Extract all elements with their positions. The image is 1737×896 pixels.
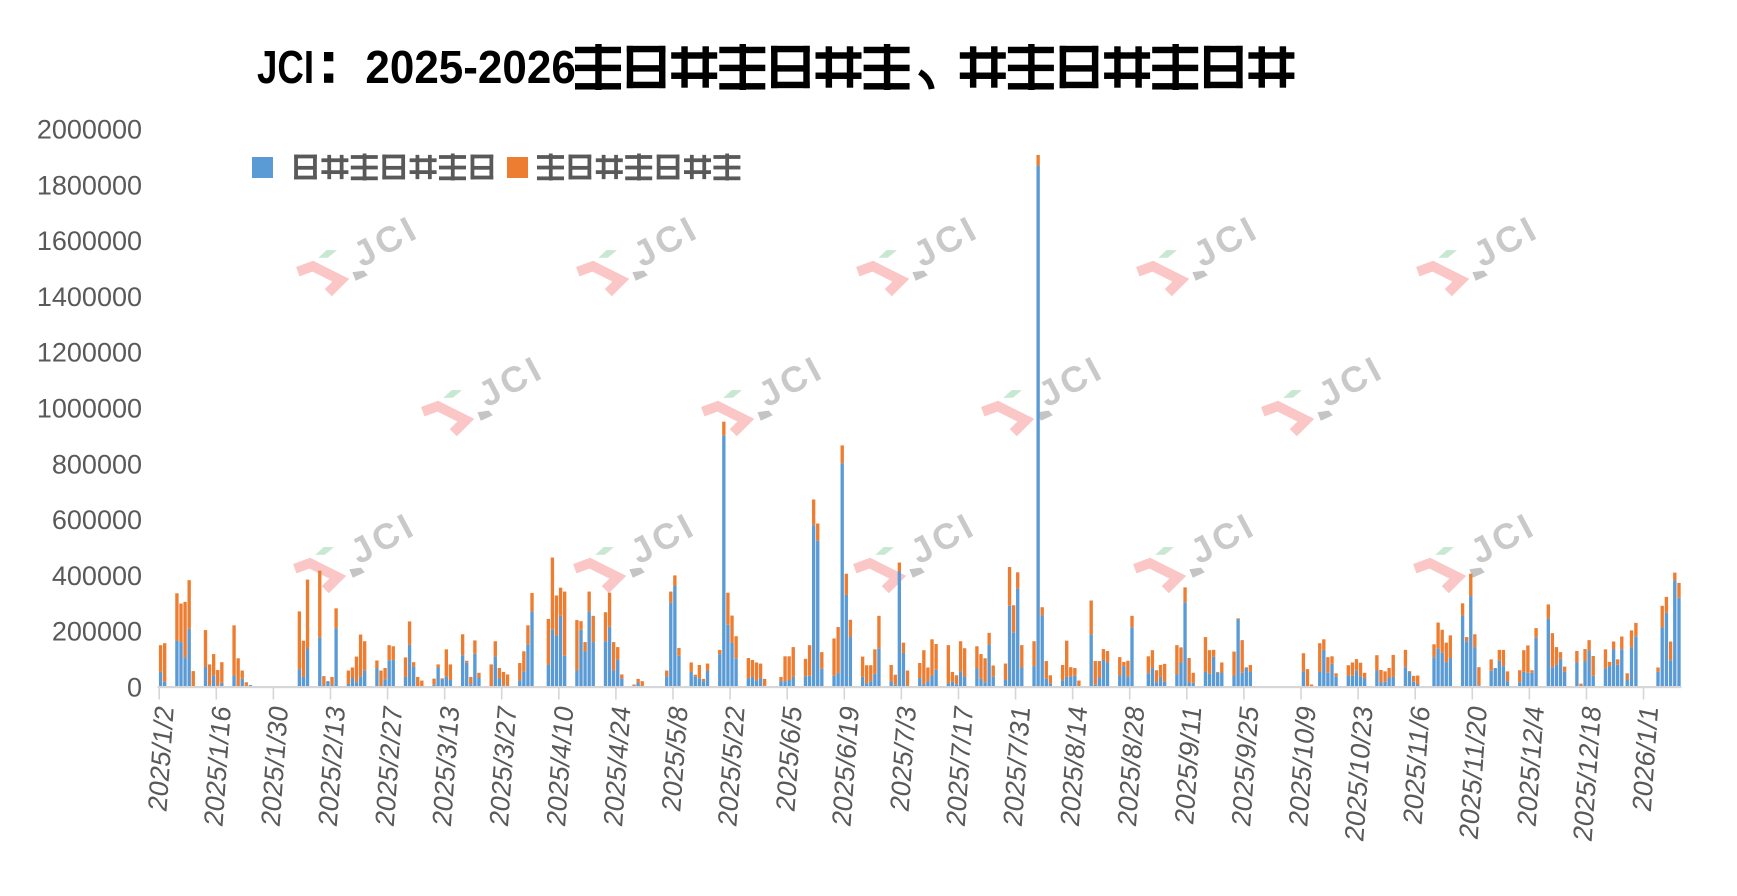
svg-text:0: 0 [127, 673, 142, 703]
svg-text:2025/1/2: 2025/1/2 [142, 703, 180, 814]
svg-text:2026/1/1: 2026/1/1 [1626, 703, 1664, 814]
svg-text:2025/6/5: 2025/6/5 [770, 703, 808, 814]
svg-text:2025/7/3: 2025/7/3 [884, 703, 922, 814]
svg-text:800000: 800000 [52, 449, 142, 479]
svg-text:1200000: 1200000 [37, 338, 142, 368]
svg-text:1400000: 1400000 [37, 282, 142, 312]
svg-text:2025-2026: 2025-2026 [365, 41, 575, 93]
svg-text:1000000: 1000000 [37, 394, 142, 424]
svg-text:2000000: 2000000 [37, 115, 142, 145]
svg-text:JCI: JCI [257, 41, 314, 93]
svg-text:600000: 600000 [52, 505, 142, 535]
svg-text:200000: 200000 [52, 617, 142, 647]
svg-text:2025/5/8: 2025/5/8 [656, 703, 694, 814]
svg-text:1600000: 1600000 [37, 226, 142, 256]
svg-text:400000: 400000 [52, 561, 142, 591]
svg-text:1800000: 1800000 [37, 170, 142, 200]
